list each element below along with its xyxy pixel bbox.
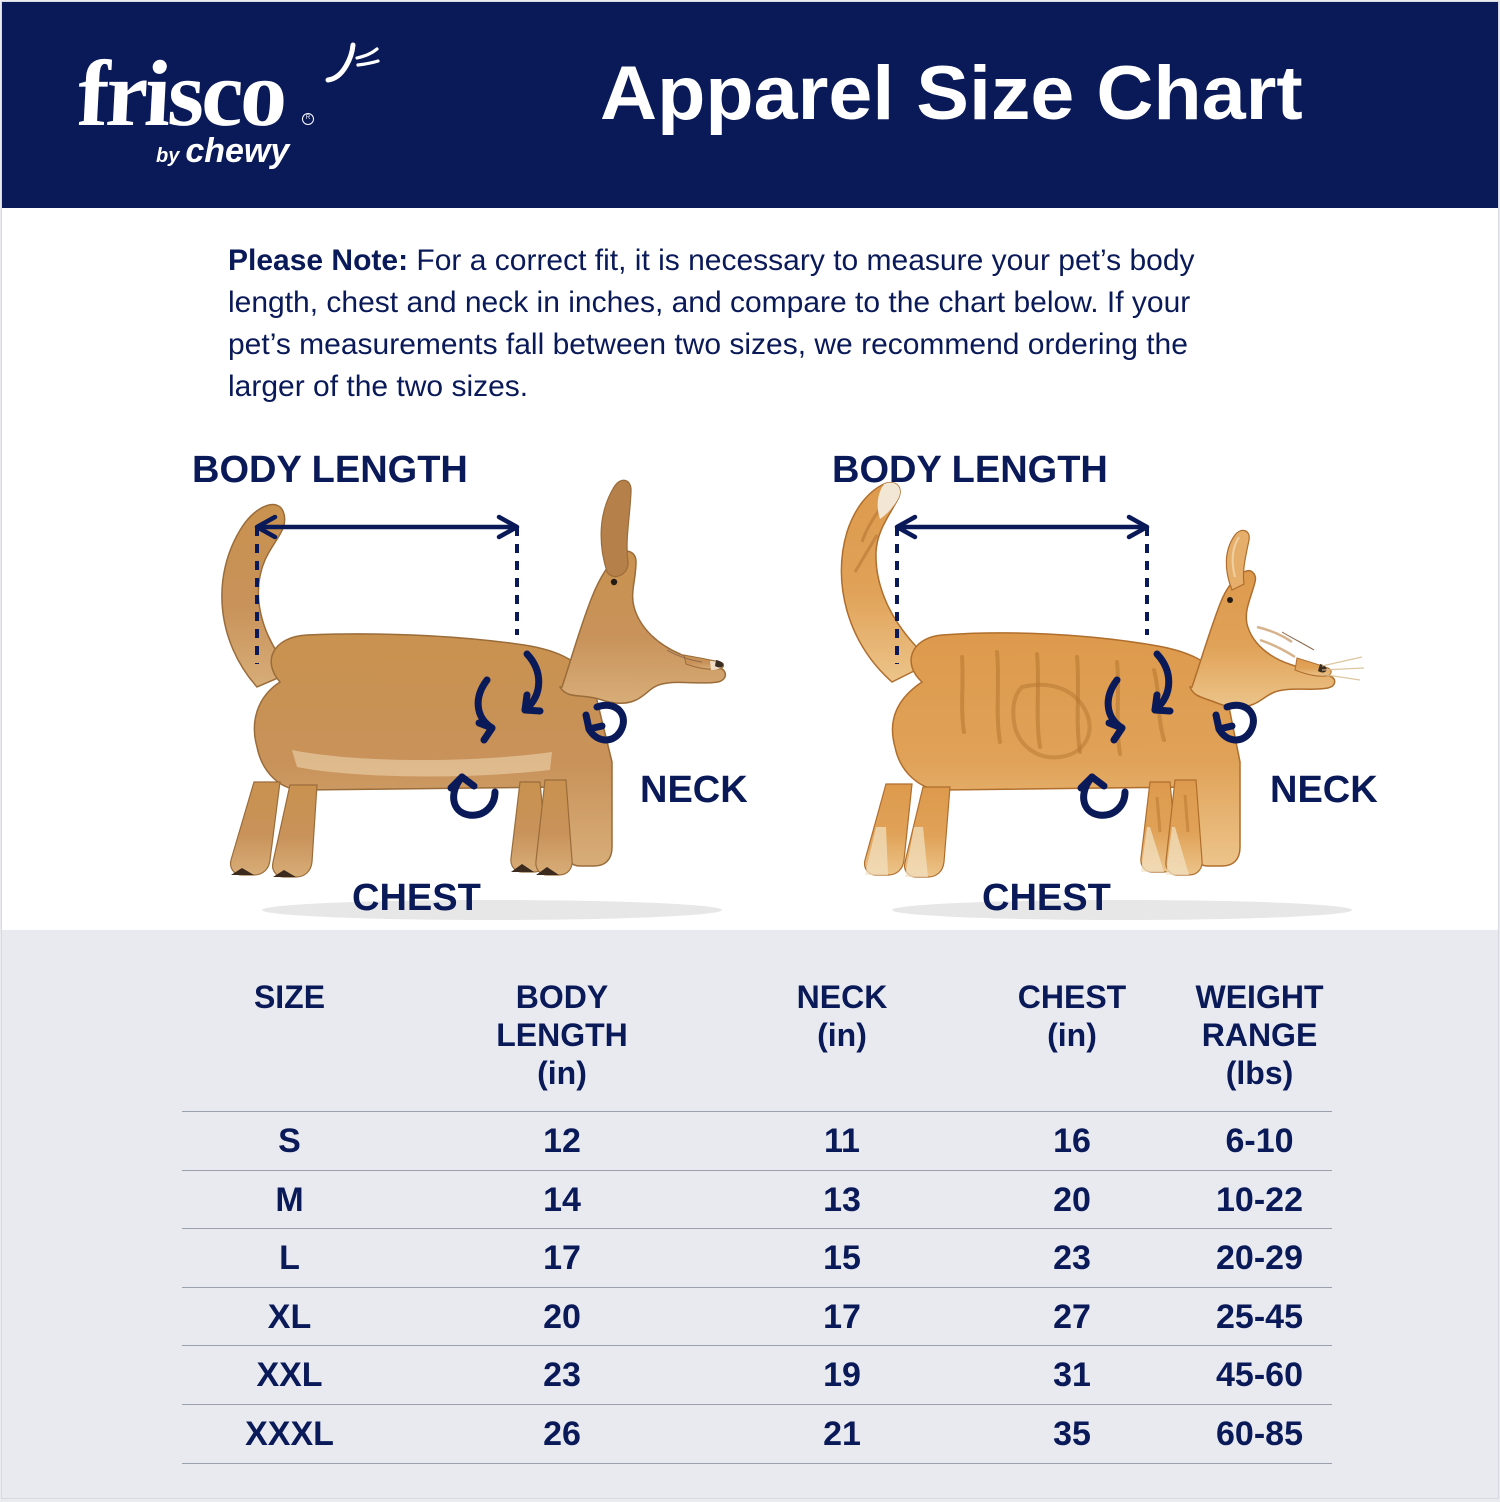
svg-text:NECK: NECK [1270,769,1378,811]
svg-text:CHEST: CHEST [352,877,481,919]
svg-text:BODY LENGTH: BODY LENGTH [192,449,468,491]
svg-text:CHEST: CHEST [982,877,1111,919]
svg-text:NECK: NECK [640,769,748,811]
svg-text:BODY LENGTH: BODY LENGTH [832,449,1108,491]
